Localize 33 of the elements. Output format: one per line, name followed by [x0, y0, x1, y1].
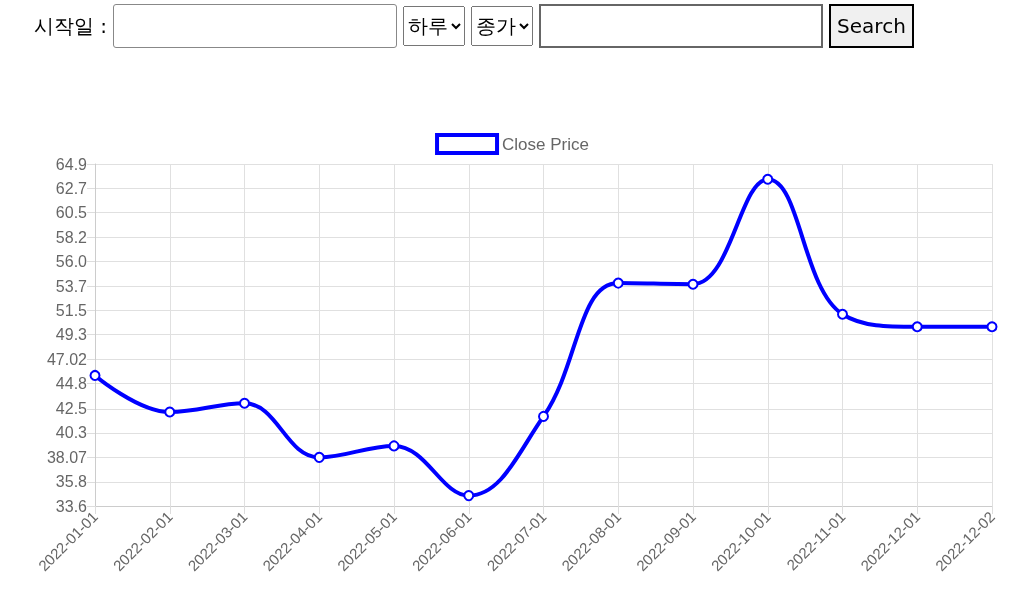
legend-label: Close Price [502, 134, 589, 154]
text: Search [829, 4, 914, 48]
point [463, 490, 475, 502]
y-tick-label: 64.9 [55, 155, 88, 173]
y-tick-label: 40.3 [55, 424, 88, 442]
y-tick-label: 56.0 [55, 252, 88, 270]
y-tick-label: 38.07 [46, 448, 88, 466]
point [911, 321, 923, 333]
point [687, 278, 699, 290]
y-tick-label: 44.8 [55, 375, 88, 393]
point [612, 277, 624, 289]
text: 시작일 : [34, 12, 108, 40]
point [762, 173, 774, 185]
y-tick-label: 60.5 [55, 203, 88, 221]
y-tick-label: 53.7 [55, 277, 88, 295]
point [837, 308, 848, 320]
y-tick-label: 33.6 [55, 497, 88, 515]
point [89, 369, 101, 381]
text: 하루 [403, 6, 466, 46]
y-tick-label: 42.5 [55, 400, 88, 418]
y-tick-label: 35.8 [55, 473, 88, 491]
point [164, 406, 176, 418]
point [538, 410, 549, 422]
y-tick-label: 49.3 [55, 325, 88, 343]
y-tick-label: 51.5 [55, 301, 88, 319]
point [313, 451, 325, 463]
y-tick-label: 47.02 [46, 350, 88, 368]
text: 종가 [471, 6, 534, 46]
point [388, 440, 400, 452]
point [986, 321, 998, 333]
point [239, 397, 250, 409]
y-tick-label: 62.7 [55, 179, 88, 197]
y-tick-label: 58.2 [55, 228, 88, 246]
